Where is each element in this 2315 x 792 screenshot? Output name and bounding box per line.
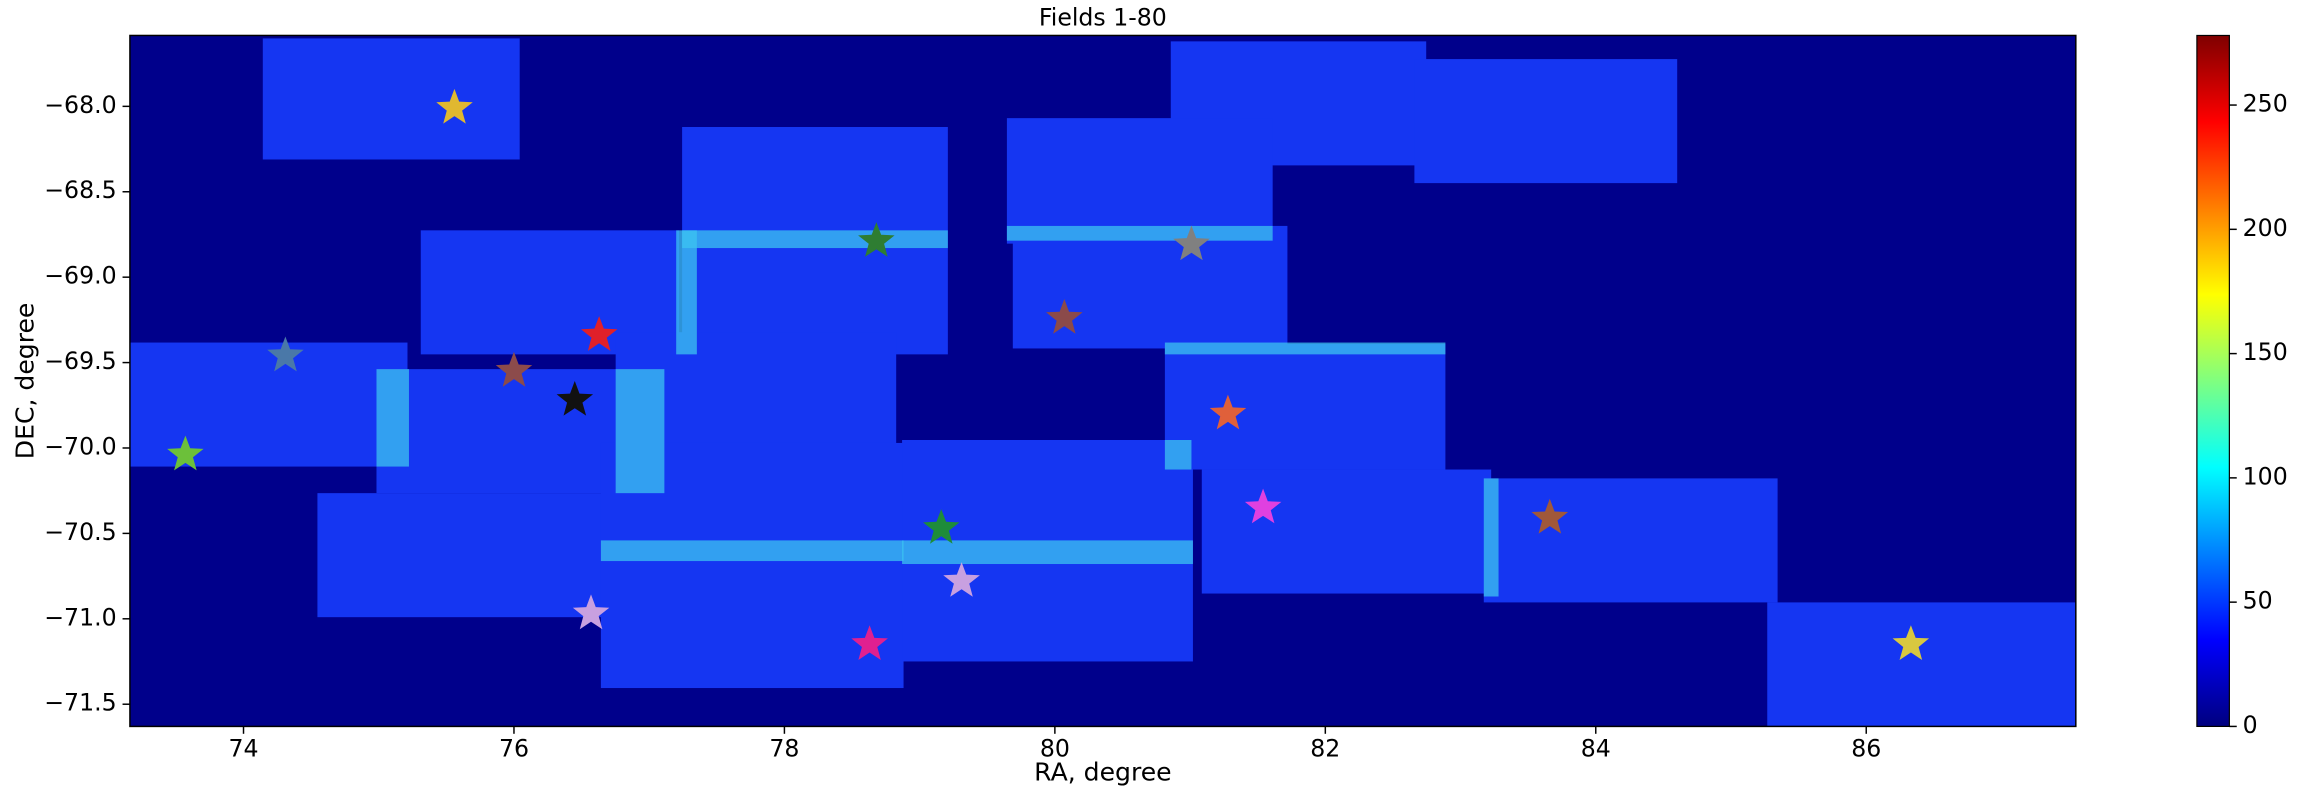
y-tick-label: −69.5: [44, 347, 116, 375]
colorbar-tick-label: 200: [2243, 214, 2288, 242]
star-marker: [556, 380, 594, 416]
chart-title: Fields 1-80: [1039, 4, 1167, 32]
y-tick-label: −69.0: [44, 262, 116, 290]
star-marker: [1244, 488, 1282, 524]
star-marker: [572, 594, 610, 630]
x-tick-label: 82: [1310, 735, 1340, 763]
y-axis-label: DEC, degree: [11, 303, 40, 460]
colorbar-tick-label: 100: [2243, 462, 2288, 490]
star-marker: [495, 351, 533, 387]
y-tick-label: −71.0: [44, 603, 116, 631]
x-axis-label: RA, degree: [1034, 758, 1171, 787]
y-tick-label: −70.0: [44, 432, 116, 460]
colorbar: [2196, 34, 2230, 728]
colorbar-tick-label: 250: [2243, 90, 2288, 118]
x-tick-label: 78: [769, 735, 799, 763]
star-marker: [851, 625, 888, 660]
star-marker: [580, 316, 618, 351]
colorbar-tick-label: 0: [2243, 711, 2258, 739]
x-tick-label: 86: [1851, 735, 1881, 763]
y-tick-label: −70.5: [44, 518, 116, 546]
x-tick-label: 74: [228, 735, 258, 763]
star-marker: [436, 88, 473, 124]
star-marker: [1173, 225, 1210, 261]
field-tiles: [129, 38, 2076, 727]
star-marker: [1209, 394, 1247, 430]
colorbar-tick-label: 150: [2243, 338, 2288, 366]
star-marker: [1046, 299, 1083, 334]
star-marker: [923, 509, 960, 544]
star-marker: [167, 435, 204, 471]
star-marker: [267, 336, 304, 372]
plot-frame: [129, 34, 2077, 728]
y-tick-label: −68.5: [44, 176, 116, 204]
star-marker: [943, 562, 980, 597]
x-tick-label: 84: [1581, 735, 1611, 763]
y-tick-label: −71.5: [44, 689, 116, 717]
star-marker: [1531, 498, 1569, 534]
y-tick-label: −68.0: [44, 91, 116, 119]
star-marker: [858, 222, 895, 257]
x-tick-label: 80: [1040, 735, 1070, 763]
colorbar-tick-label: 50: [2243, 587, 2273, 615]
star-marker: [1892, 625, 1930, 660]
x-tick-label: 76: [499, 735, 529, 763]
